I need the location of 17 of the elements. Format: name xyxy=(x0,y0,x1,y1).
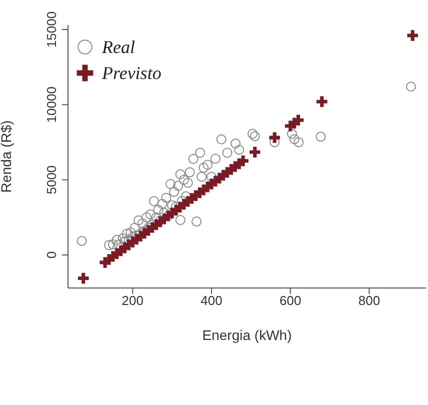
point xyxy=(316,96,328,108)
x-tick-label: 600 xyxy=(280,293,302,308)
x-tick-label: 800 xyxy=(358,293,380,308)
x-axis-title: Energia (kWh) xyxy=(202,327,292,343)
x-tick-label: 200 xyxy=(122,293,144,308)
point xyxy=(250,146,260,158)
y-tick-label: 15000 xyxy=(44,11,59,48)
y-tick-label: 5000 xyxy=(44,165,59,194)
point xyxy=(78,272,89,284)
point xyxy=(407,30,418,41)
y-axis-title: Renda (R$) xyxy=(0,120,14,193)
x-tick-label: 400 xyxy=(200,293,222,308)
point xyxy=(269,132,280,143)
y-tick-label: 0 xyxy=(44,251,59,259)
legend-label: Previsto xyxy=(102,62,162,85)
legend-label: Real xyxy=(102,36,135,59)
y-tick-label: 10000 xyxy=(44,86,59,123)
